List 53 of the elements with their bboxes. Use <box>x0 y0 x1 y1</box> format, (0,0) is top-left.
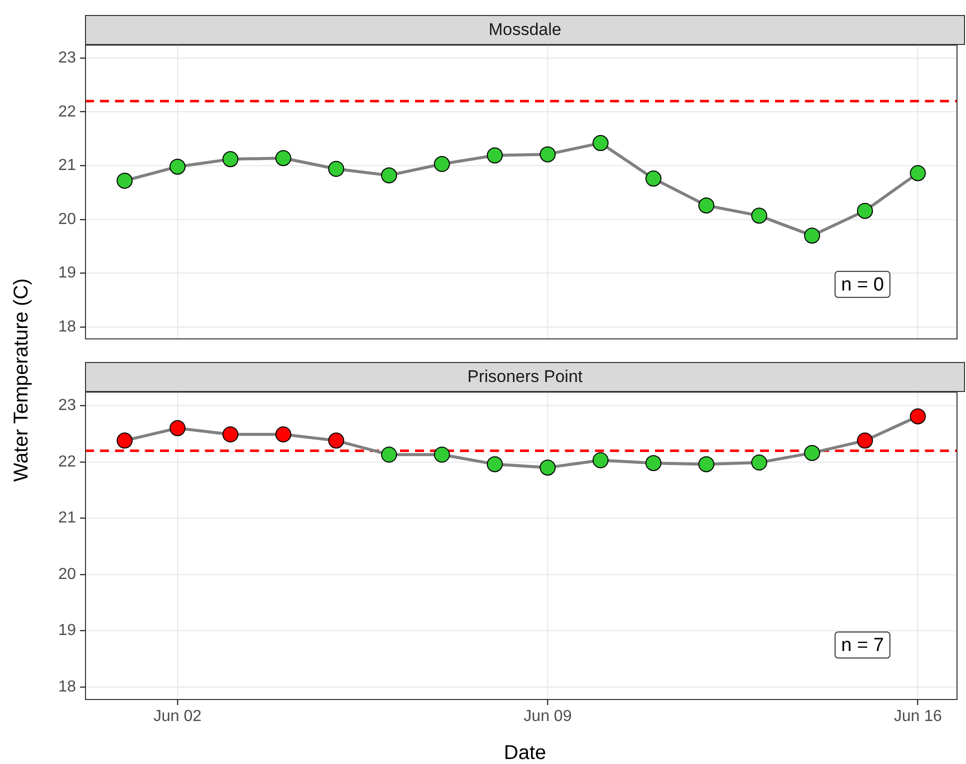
x-tick-label: Jun 09 <box>524 708 572 726</box>
point <box>381 167 398 184</box>
x-tick-label: Jun 02 <box>154 708 202 726</box>
point <box>698 197 714 214</box>
point <box>592 135 609 152</box>
chart-title: Prisoners Point <box>85 362 965 392</box>
y-tick-label: 21 <box>58 510 76 527</box>
point <box>910 408 926 424</box>
y-tick-label: 22 <box>58 453 76 470</box>
y-tick-label: 23 <box>58 397 76 414</box>
point <box>116 432 133 449</box>
y-tick-label: 19 <box>58 264 76 282</box>
y-tick-label: 20 <box>58 210 76 228</box>
y-axis-title: Water Temperature (C) <box>10 278 34 482</box>
point <box>645 455 662 472</box>
annotation: n = 0 <box>841 274 884 296</box>
point <box>540 146 556 162</box>
x-tick-label: Jun 16 <box>894 708 942 726</box>
point <box>856 202 873 219</box>
point <box>170 158 186 175</box>
point <box>804 228 820 244</box>
point <box>116 172 133 189</box>
point <box>751 454 768 471</box>
y-tick-label: 19 <box>58 622 76 640</box>
point <box>434 446 450 463</box>
annotation: n = 7 <box>841 635 884 656</box>
point <box>434 156 450 172</box>
y-tick-label: 21 <box>58 157 76 174</box>
point <box>486 147 503 164</box>
point <box>751 208 768 224</box>
x-axis-title: Date <box>504 742 546 764</box>
chart-title: Mossdale <box>85 15 965 45</box>
point <box>910 165 926 182</box>
point <box>222 426 238 442</box>
point <box>486 456 503 472</box>
point <box>170 420 186 436</box>
point <box>222 151 238 168</box>
point <box>645 170 662 187</box>
point <box>328 160 344 177</box>
point <box>856 432 873 449</box>
y-tick-label: 18 <box>58 318 76 336</box>
y-tick-label: 20 <box>58 566 76 583</box>
point <box>328 432 344 449</box>
point <box>804 444 820 461</box>
point <box>275 150 292 166</box>
point <box>592 452 609 468</box>
y-tick-label: 23 <box>58 49 76 66</box>
point <box>698 456 714 472</box>
point <box>540 460 556 476</box>
point <box>275 426 292 442</box>
point <box>381 446 398 463</box>
y-tick-label: 18 <box>58 678 76 696</box>
y-tick-label: 22 <box>58 103 76 120</box>
